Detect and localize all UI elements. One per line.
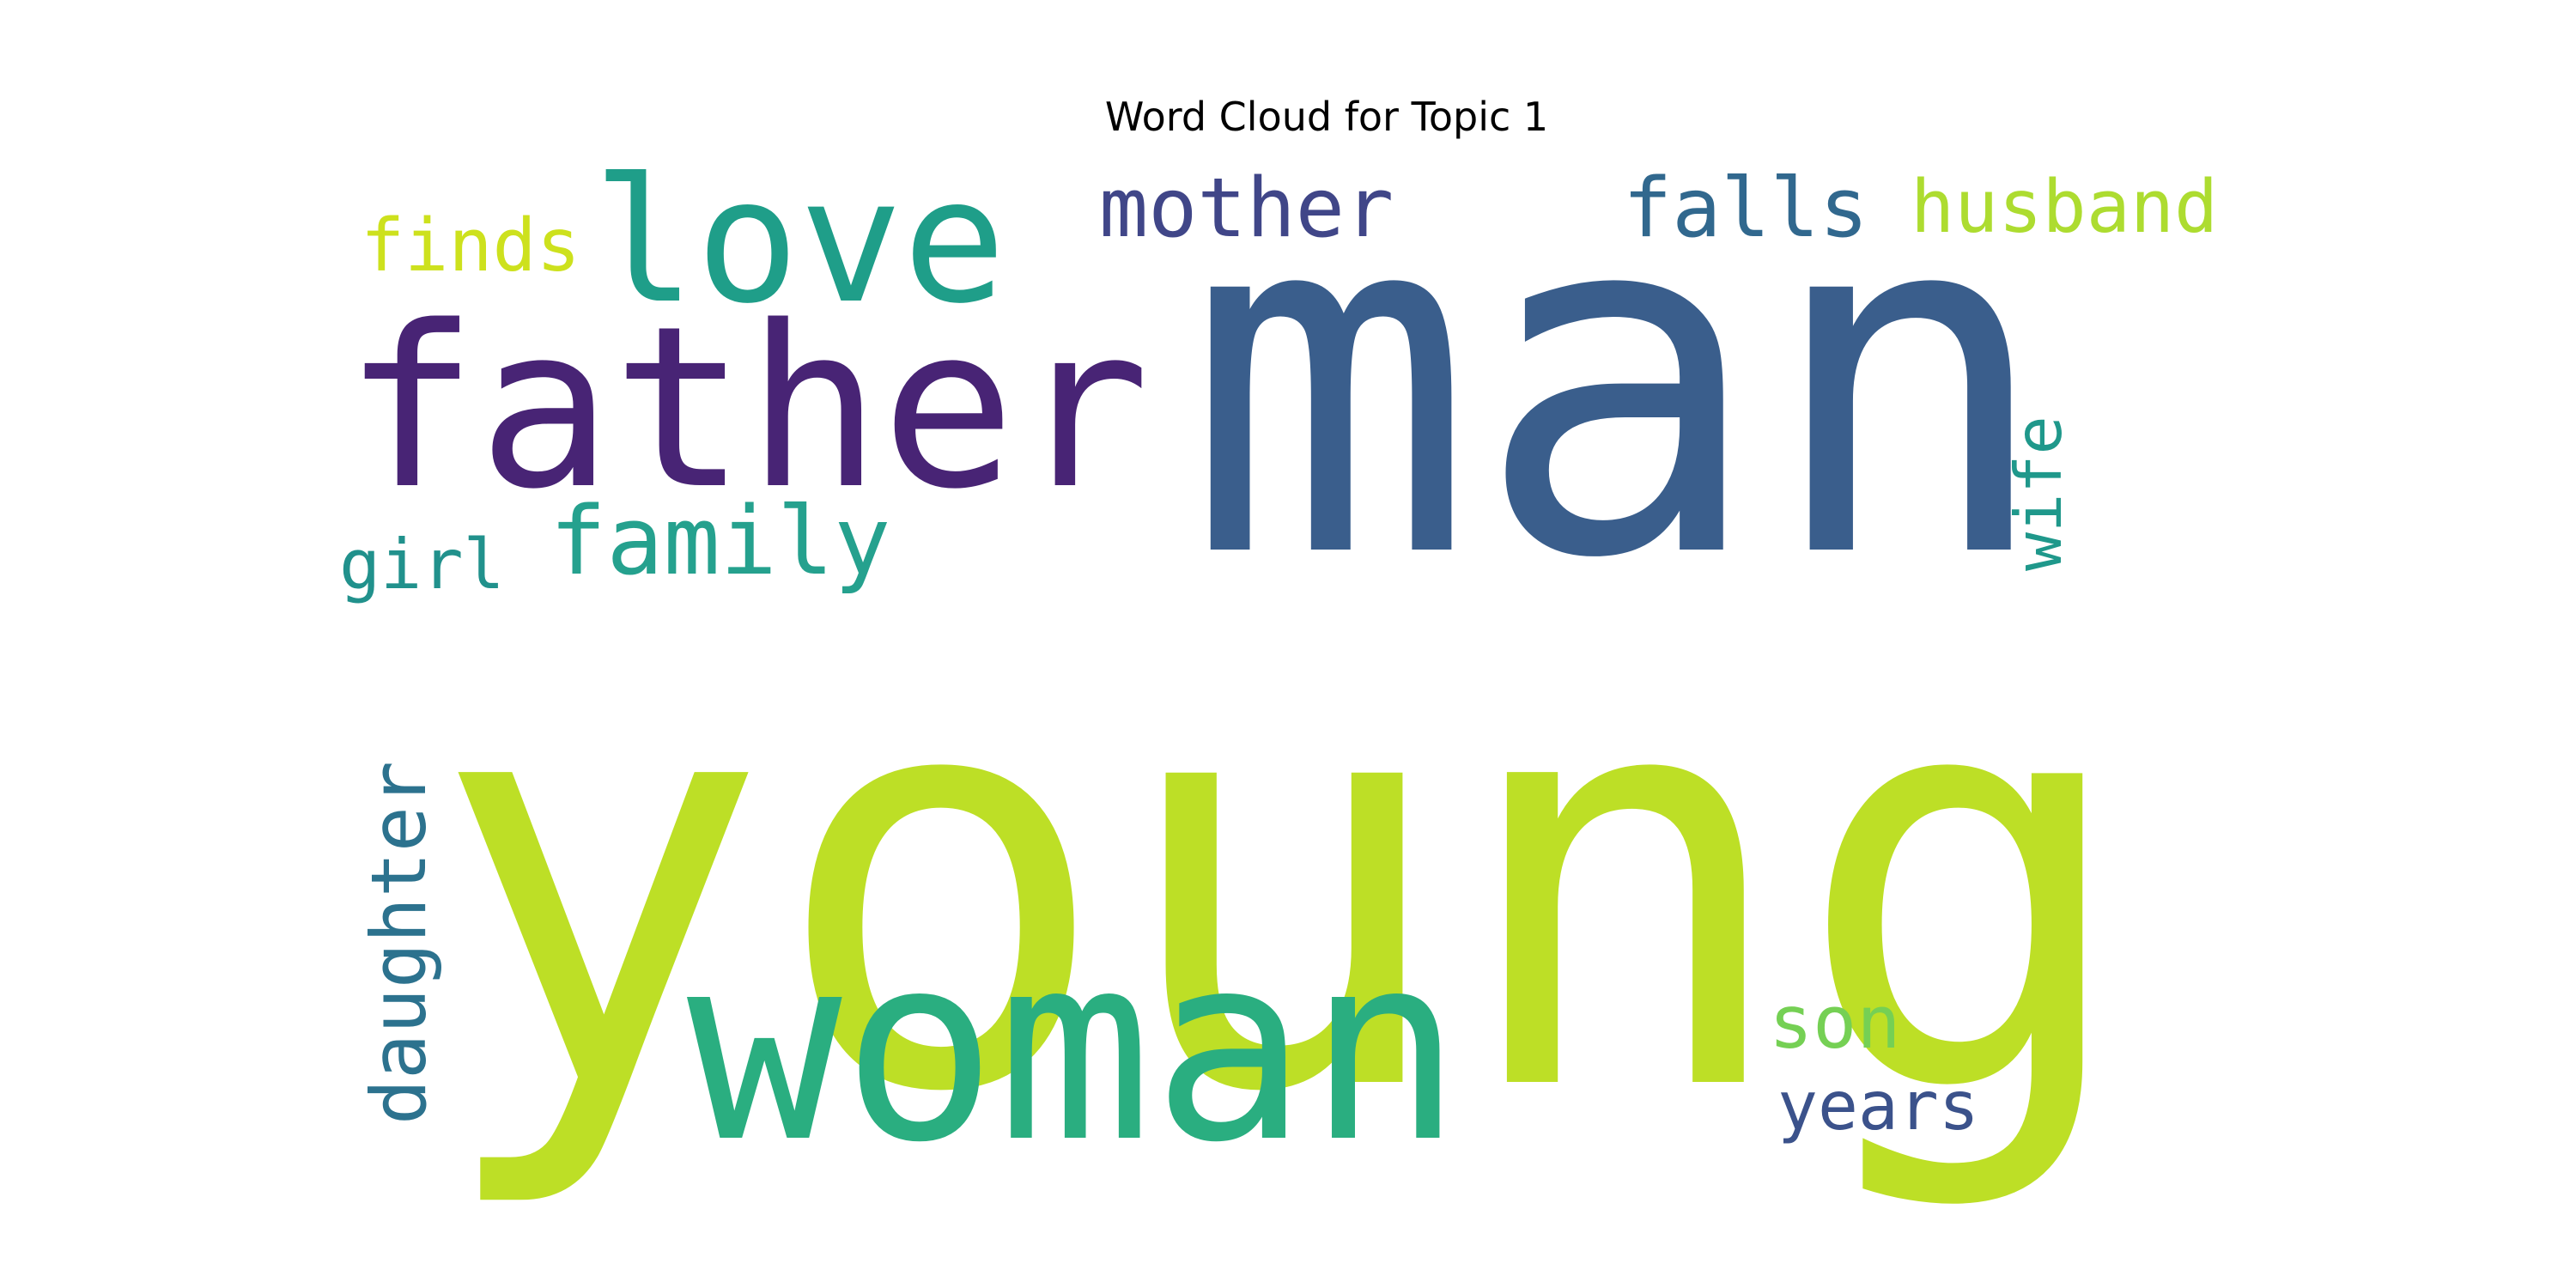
word-finds: finds bbox=[361, 204, 580, 289]
word-girl: girl bbox=[339, 525, 505, 605]
figure-title: Word Cloud for Topic 1 bbox=[1105, 94, 1548, 140]
word-love: love bbox=[592, 142, 1006, 342]
word-daughter: daughter bbox=[355, 761, 443, 1125]
word-wife: wife bbox=[2001, 416, 2076, 571]
word-years: years bbox=[1777, 1068, 1979, 1145]
word-mother: mother bbox=[1099, 161, 1394, 256]
word-falls: falls bbox=[1623, 161, 1868, 256]
word-father: father bbox=[343, 279, 1150, 538]
word-husband: husband bbox=[1911, 165, 2218, 250]
word-young: young bbox=[429, 556, 2136, 1216]
word-family: family bbox=[550, 486, 890, 596]
word-man: man bbox=[1185, 104, 2053, 664]
word-son: son bbox=[1769, 981, 1901, 1066]
word-woman: woman bbox=[687, 899, 1462, 1199]
